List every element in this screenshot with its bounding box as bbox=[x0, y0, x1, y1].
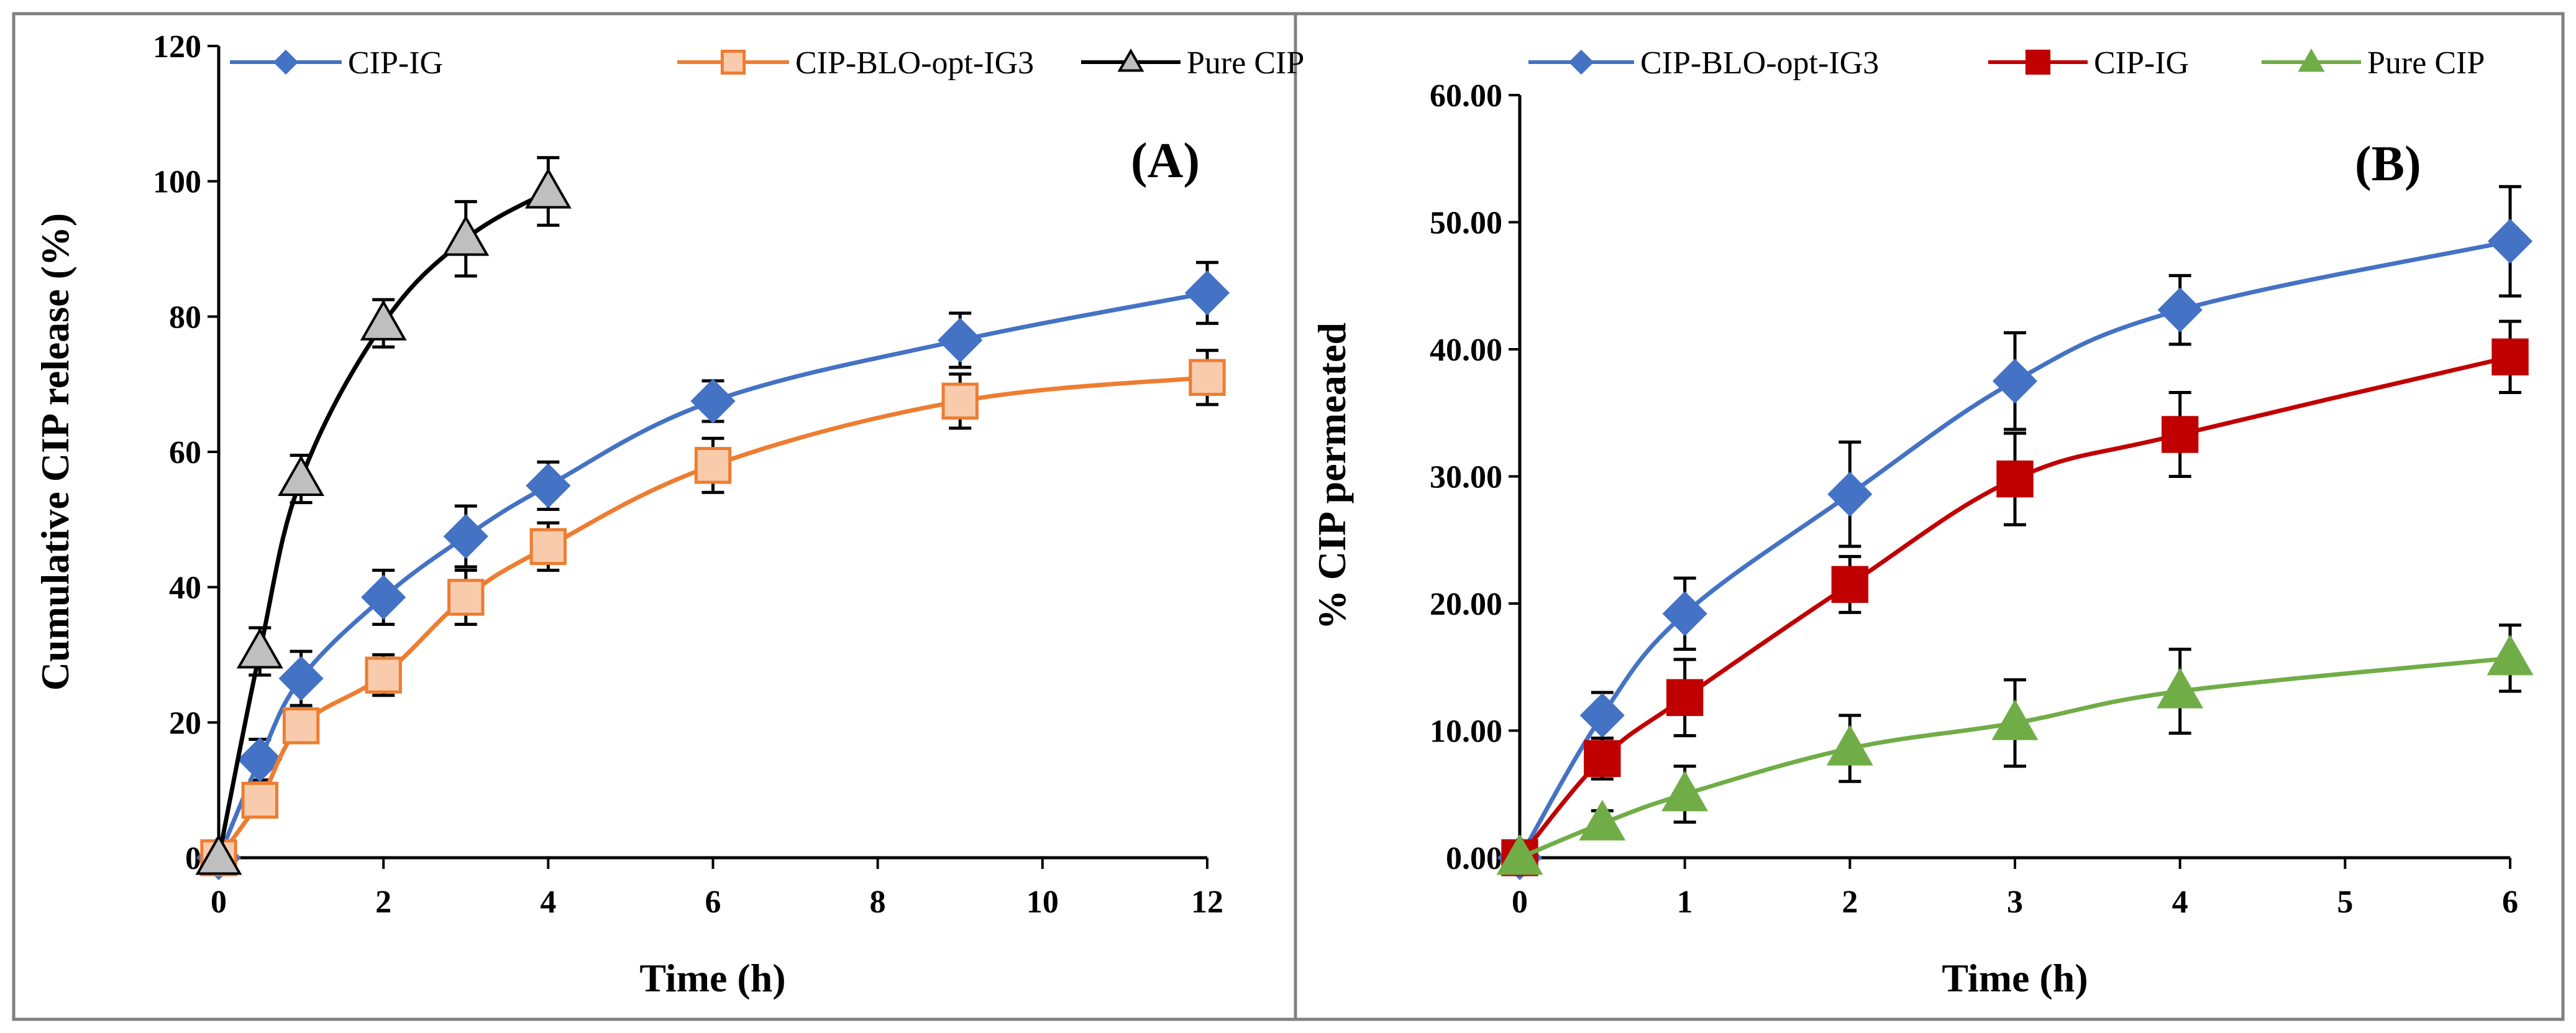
data-point bbox=[442, 215, 490, 256]
data-point bbox=[1661, 770, 1709, 812]
data-point bbox=[2487, 634, 2534, 676]
legend-marker-square bbox=[2025, 49, 2051, 75]
legend-marker-square bbox=[720, 49, 746, 75]
data-point bbox=[241, 781, 278, 819]
legend-marker-diamond bbox=[1568, 49, 1594, 75]
data-point bbox=[447, 579, 485, 616]
legend-marker-triangle bbox=[1117, 48, 1144, 72]
series-line bbox=[216, 290, 1208, 859]
data-point bbox=[524, 167, 572, 209]
x-tick-label-b: 6 bbox=[2502, 884, 2518, 920]
data-point bbox=[1662, 591, 1707, 636]
data-point bbox=[360, 300, 407, 341]
data-point bbox=[1996, 460, 2034, 498]
series-a-cip-blo-opt-ig3 bbox=[200, 349, 1226, 876]
y-tick-label-b: 10.00 bbox=[1430, 714, 1502, 750]
y-tick-label-b: 40.00 bbox=[1430, 333, 1502, 368]
data-point bbox=[1579, 799, 1626, 841]
y-axis-label-a: Cumulative CIP release (%) bbox=[33, 213, 77, 691]
series-b-pure-cip bbox=[1496, 623, 2534, 875]
chart-b: (B) Time (h) % CIP permeated 0.0010.0020… bbox=[1310, 45, 2534, 1000]
data-point bbox=[282, 707, 320, 745]
x-tick-label-a: 8 bbox=[870, 884, 886, 920]
x-tick-label-a: 6 bbox=[705, 884, 721, 920]
y-tick-label-a: 40 bbox=[169, 571, 201, 606]
x-axis-label-b: Time (h) bbox=[1942, 956, 2088, 1000]
y-tick-label-b: 60.00 bbox=[1430, 78, 1502, 114]
data-point bbox=[365, 656, 402, 694]
series-b-cip-ig bbox=[1501, 319, 2529, 876]
y-tick-label-a: 20 bbox=[169, 705, 201, 741]
x-tick-label-a: 0 bbox=[211, 884, 227, 920]
y-tick-label-a: 60 bbox=[169, 435, 201, 471]
data-point bbox=[1579, 692, 1625, 738]
data-point bbox=[278, 656, 324, 701]
x-tick-label-a: 4 bbox=[540, 884, 556, 920]
x-axis-label-a: Time (h) bbox=[639, 956, 785, 1000]
x-tick-label-b: 4 bbox=[2172, 884, 2188, 920]
data-point bbox=[1189, 359, 1226, 396]
y-tick-label-a: 100 bbox=[153, 165, 201, 200]
data-point bbox=[2157, 287, 2203, 333]
data-point bbox=[2157, 668, 2204, 709]
data-point bbox=[195, 833, 242, 875]
y-tick-label-b: 50.00 bbox=[1430, 206, 1502, 241]
y-tick-label-b: 30.00 bbox=[1430, 460, 1502, 495]
data-point bbox=[1826, 725, 1873, 766]
data-point bbox=[694, 447, 732, 484]
y-tick-label-b: 20.00 bbox=[1430, 587, 1502, 622]
x-tick-label-a: 12 bbox=[1191, 884, 1223, 920]
y-tick-label-a: 120 bbox=[153, 29, 201, 65]
data-point bbox=[1992, 359, 2038, 404]
x-tick-label-b: 2 bbox=[1842, 884, 1858, 920]
data-point bbox=[941, 382, 979, 420]
x-tick-label-a: 2 bbox=[375, 884, 391, 920]
data-point bbox=[1584, 740, 1621, 778]
data-point bbox=[1184, 270, 1230, 316]
series-b-cip-blo-opt-ig3 bbox=[1497, 185, 2533, 881]
x-tick-label-b: 0 bbox=[1512, 884, 1528, 920]
panel-label-b: (B) bbox=[2355, 137, 2421, 191]
x-tick-label-b: 5 bbox=[2337, 884, 2353, 920]
data-point bbox=[938, 318, 983, 363]
data-point bbox=[1831, 566, 1869, 604]
data-point bbox=[526, 463, 571, 508]
legend-label: Pure CIP bbox=[2367, 45, 2485, 81]
data-point bbox=[278, 455, 325, 497]
series-a-pure-cip bbox=[195, 156, 572, 875]
y-tick-label-a: 80 bbox=[169, 300, 201, 335]
series-a-cip-ig bbox=[196, 260, 1230, 881]
legend-label: CIP-IG bbox=[2094, 45, 2189, 81]
legend-label: CIP-BLO-opt-IG3 bbox=[1640, 45, 1879, 81]
legend-label: Pure CIP bbox=[1187, 45, 1304, 81]
x-tick-label-b: 3 bbox=[2007, 884, 2023, 920]
panel-label-a: (A) bbox=[1131, 134, 1200, 188]
data-point bbox=[690, 379, 736, 424]
y-axis-label-b: % CIP permeated bbox=[1310, 323, 1354, 630]
chart-a: (A) Time (h) Cumulative CIP release (%) … bbox=[33, 29, 1304, 1000]
x-tick-label-b: 1 bbox=[1677, 884, 1693, 920]
panel-b-border bbox=[1294, 12, 2565, 1021]
data-point bbox=[2487, 219, 2533, 264]
data-point bbox=[1666, 679, 1704, 717]
legend-label: CIP-IG bbox=[348, 45, 443, 81]
data-point bbox=[2492, 338, 2529, 375]
data-point bbox=[2161, 416, 2199, 453]
data-point bbox=[1991, 699, 2039, 740]
data-point bbox=[236, 628, 283, 669]
y-tick-label-b: 0.00 bbox=[1446, 841, 1502, 876]
legend-label: CIP-BLO-opt-IG3 bbox=[795, 45, 1034, 81]
data-point bbox=[1827, 472, 1873, 517]
data-point bbox=[443, 513, 488, 559]
data-point bbox=[361, 574, 406, 620]
legend-marker-diamond bbox=[273, 49, 299, 75]
data-point bbox=[237, 737, 283, 783]
series-line bbox=[1519, 656, 2511, 860]
data-point bbox=[1496, 833, 1543, 875]
legend-marker-triangle bbox=[2298, 48, 2325, 72]
x-tick-label-a: 10 bbox=[1026, 884, 1059, 920]
data-point bbox=[529, 528, 567, 566]
